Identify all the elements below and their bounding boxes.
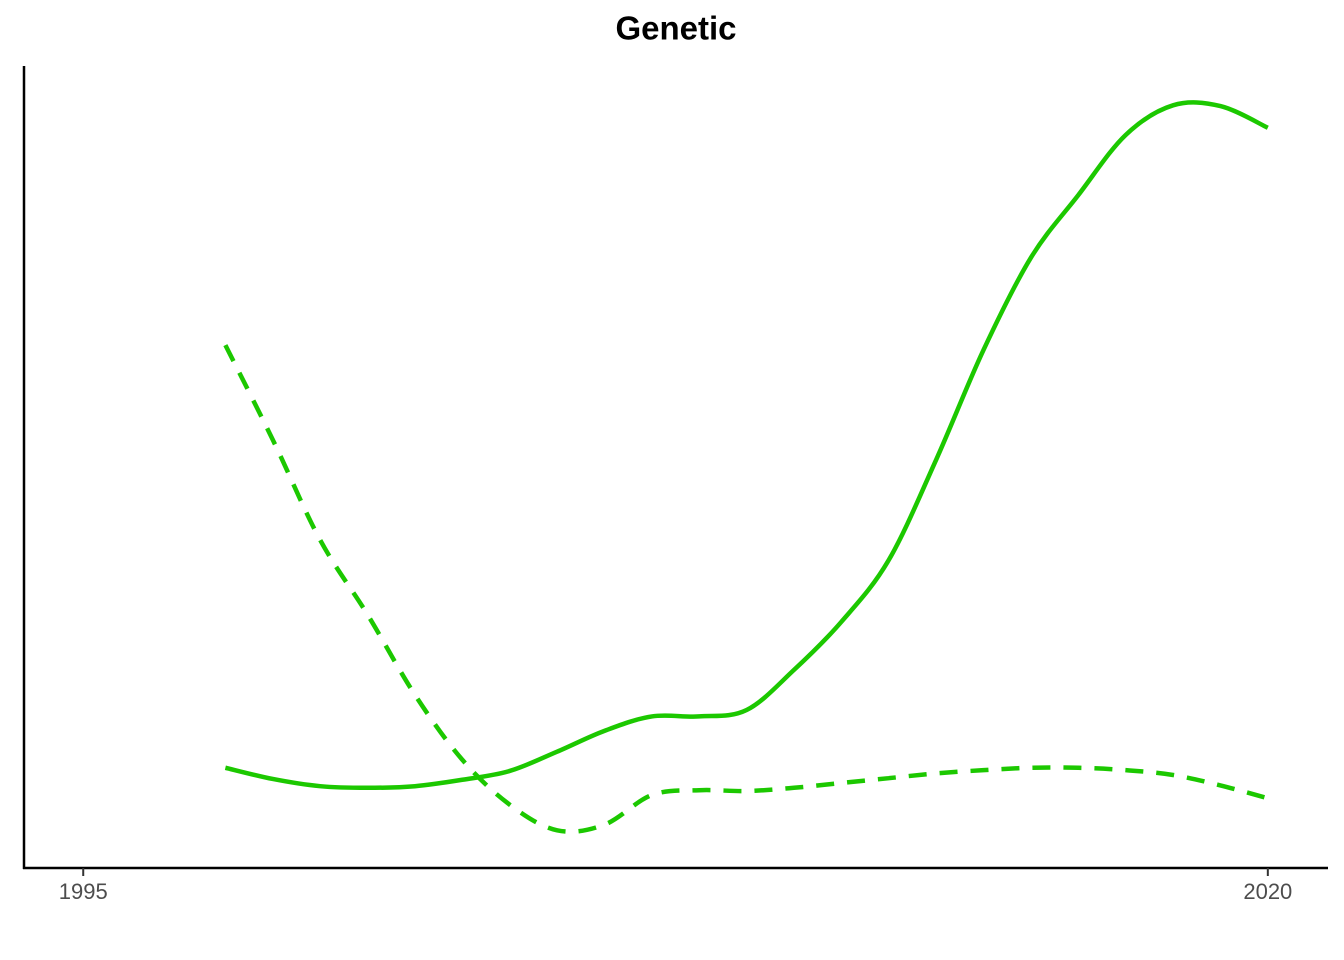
line-series [224,100,1269,791]
chart-title: Genetic [615,10,736,47]
line-series [223,344,1269,834]
x-tick-label: 2020 [1243,879,1292,904]
x-tick-label: 1995 [59,879,108,904]
